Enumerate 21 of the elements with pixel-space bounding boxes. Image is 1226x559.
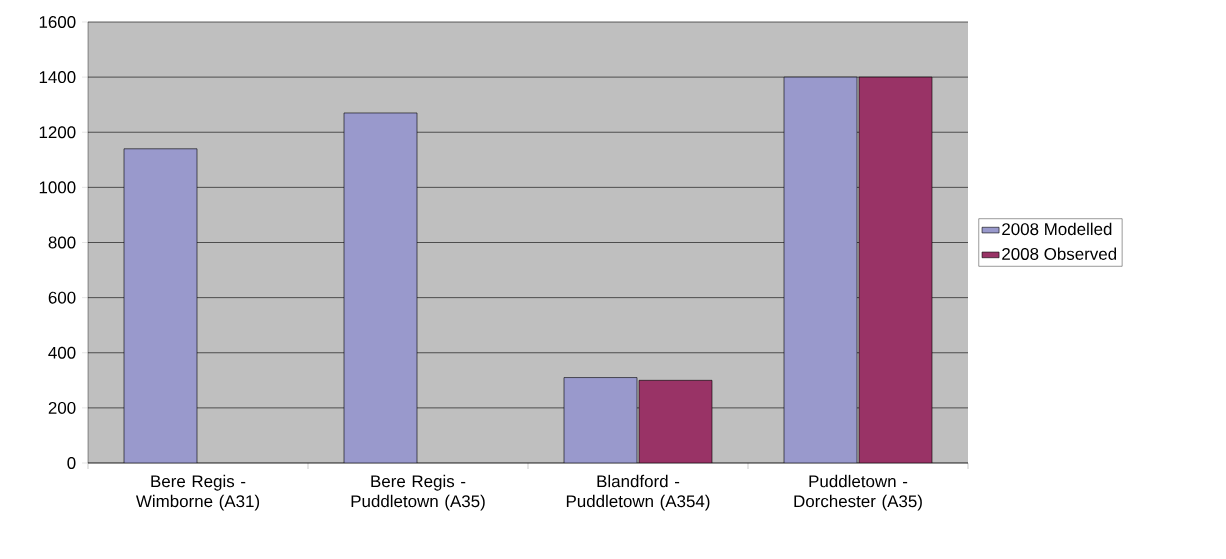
x-tick-label: Blandford - Puddletown (A354) — [566, 474, 710, 511]
bar — [783, 76, 858, 463]
y-tick-label: 1200 — [39, 126, 76, 139]
x-tick-label: Puddletown - Dorchester (A35) — [794, 474, 922, 511]
bar — [123, 148, 198, 463]
bar — [638, 380, 713, 463]
bar — [858, 76, 933, 463]
y-tick-label: 400 — [48, 346, 76, 359]
x-tick-label: Bere Regis - Puddletown (A35) — [351, 474, 485, 511]
y-tick-label: 200 — [48, 401, 76, 414]
bar — [563, 377, 638, 463]
y-tick-label: 600 — [48, 291, 76, 304]
legend-label: 2008 Modelled — [1002, 222, 1112, 236]
bar — [343, 112, 418, 463]
x-tick-label: Bere Regis - Wimborne (A31) — [135, 474, 260, 511]
y-tick-label: 1400 — [39, 71, 76, 84]
y-tick-label: 0 — [67, 457, 76, 469]
y-tick-label: 800 — [48, 236, 76, 249]
y-tick-label: 1600 — [39, 16, 76, 28]
legend-label: 2008 Observed — [1002, 247, 1117, 260]
y-tick-label: 1000 — [39, 181, 76, 194]
